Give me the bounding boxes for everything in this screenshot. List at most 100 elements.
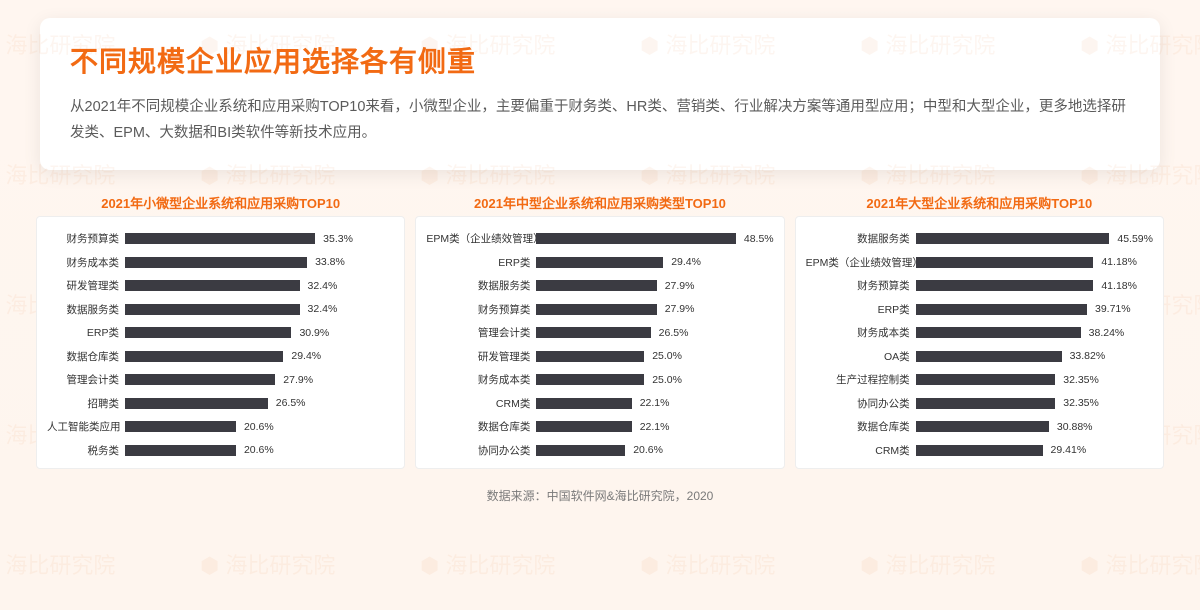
- bar: [125, 233, 315, 244]
- row-value: 27.9%: [665, 280, 695, 292]
- row-label: ERP类: [806, 302, 916, 317]
- row-value: 48.5%: [744, 233, 774, 245]
- bar-area: 27.9%: [125, 374, 394, 386]
- row-value: 29.4%: [671, 256, 701, 268]
- chart-row: 税务类 20.6%: [47, 439, 394, 463]
- chart-row: 数据仓库类30.88%: [806, 415, 1153, 439]
- page-description: 从2021年不同规模企业系统和应用采购TOP10来看，小微型企业，主要偏重于财务…: [70, 94, 1130, 146]
- row-label: 财务预算类: [426, 302, 536, 317]
- bar-area: 48.5%: [536, 233, 773, 245]
- row-value: 33.8%: [315, 256, 345, 268]
- chart-row: EPM类（企业绩效管理）41.18%: [806, 251, 1153, 275]
- page-title: 不同规模企业应用选择各有侧重: [70, 40, 1130, 80]
- bar: [125, 421, 236, 432]
- row-label: 研发管理类: [426, 349, 536, 364]
- chart-row: 人工智能类应用20.6%: [47, 415, 394, 439]
- chart-title: 2021年小微型企业系统和应用采购TOP10: [37, 193, 404, 212]
- row-value: 22.1%: [640, 421, 670, 433]
- row-label: 管理会计类: [47, 372, 125, 387]
- bar-area: 20.6%: [536, 444, 773, 456]
- bar: [916, 374, 1056, 385]
- row-label: 协同办公类: [426, 443, 536, 458]
- charts-row: 2021年小微型企业系统和应用采购TOP10财务预算类35.3%财务成本类33.…: [0, 202, 1200, 469]
- chart-row: 财务预算类35.3%: [47, 227, 394, 251]
- source-citation: 数据来源：中国软件网&海比研究院，2020: [0, 487, 1200, 504]
- bar: [536, 445, 625, 456]
- row-value: 32.4%: [308, 303, 338, 315]
- row-label: 数据仓库类: [426, 419, 536, 434]
- row-label: ERP类: [426, 255, 536, 270]
- bar-area: 22.1%: [536, 421, 773, 433]
- bar-area: 32.4%: [125, 280, 394, 292]
- bar-area: 30.88%: [916, 421, 1153, 433]
- chart-row: ERP类 39.71%: [806, 298, 1153, 322]
- chart-row: 研发管理类25.0%: [426, 345, 773, 369]
- row-label: 数据服务类: [426, 278, 536, 293]
- row-value: 39.71%: [1095, 303, 1131, 315]
- bar-area: 20.6%: [125, 444, 394, 456]
- row-label: 协同办公类: [806, 396, 916, 411]
- row-value: 20.6%: [244, 444, 274, 456]
- row-value: 32.35%: [1063, 374, 1099, 386]
- row-label: 招聘类: [47, 396, 125, 411]
- row-value: 30.88%: [1057, 421, 1093, 433]
- row-value: 38.24%: [1089, 327, 1125, 339]
- chart-row: 财务成本类38.24%: [806, 321, 1153, 345]
- bar: [536, 233, 736, 244]
- chart-row: OA类33.82%: [806, 345, 1153, 369]
- bar: [536, 257, 663, 268]
- bar: [125, 257, 307, 268]
- bar-area: 29.4%: [125, 350, 394, 362]
- row-value: 45.59%: [1117, 233, 1153, 245]
- chart-row: CRM类29.41%: [806, 439, 1153, 463]
- row-label: 数据仓库类: [47, 349, 125, 364]
- chart-row: 数据服务类 27.9%: [426, 274, 773, 298]
- chart-row: 财务预算类41.18%: [806, 274, 1153, 298]
- chart-row: 财务成本类 33.8%: [47, 251, 394, 275]
- bar: [125, 351, 283, 362]
- row-label: 数据服务类: [47, 302, 125, 317]
- chart-row: EPM类（企业绩效管理）48.5%: [426, 227, 773, 251]
- row-value: 27.9%: [665, 303, 695, 315]
- bar: [536, 304, 656, 315]
- bar: [125, 398, 268, 409]
- chart-row: 协同办公类 32.35%: [806, 392, 1153, 416]
- chart-title: 2021年大型企业系统和应用采购TOP10: [796, 193, 1163, 212]
- bar: [916, 257, 1094, 268]
- row-label: 管理会计类: [426, 325, 536, 340]
- bar-area: 27.9%: [536, 280, 773, 292]
- bar-area: 33.82%: [916, 350, 1153, 362]
- bar: [125, 445, 236, 456]
- bar: [536, 351, 644, 362]
- chart-row: 数据服务类 32.4%: [47, 298, 394, 322]
- row-value: 32.35%: [1063, 397, 1099, 409]
- bar: [916, 327, 1081, 338]
- row-label: CRM类: [426, 396, 536, 411]
- bar-area: 39.71%: [916, 303, 1153, 315]
- bar-area: 30.9%: [125, 327, 394, 339]
- bar: [125, 327, 291, 338]
- bar: [916, 398, 1056, 409]
- row-label: 生产过程控制类: [806, 372, 916, 387]
- row-label: 财务成本类: [47, 255, 125, 270]
- bar-area: 22.1%: [536, 397, 773, 409]
- row-label: 税务类: [47, 443, 125, 458]
- bar: [916, 233, 1110, 244]
- chart-row: 管理会计类27.9%: [47, 368, 394, 392]
- bar: [916, 280, 1094, 291]
- bar: [536, 421, 631, 432]
- bar-area: 32.35%: [916, 374, 1153, 386]
- row-value: 29.41%: [1051, 444, 1087, 456]
- row-label: 人工智能类应用: [47, 419, 125, 434]
- chart-row: 数据服务类45.59%: [806, 227, 1153, 251]
- bar: [125, 374, 275, 385]
- bar-area: 20.6%: [125, 421, 394, 433]
- bar-area: 26.5%: [125, 397, 394, 409]
- bar: [536, 374, 644, 385]
- bar-area: 29.4%: [536, 256, 773, 268]
- row-value: 33.82%: [1070, 350, 1106, 362]
- bar-area: 29.41%: [916, 444, 1153, 456]
- row-label: 研发管理类: [47, 278, 125, 293]
- chart-row: 管理会计类26.5%: [426, 321, 773, 345]
- bar-area: 25.0%: [536, 350, 773, 362]
